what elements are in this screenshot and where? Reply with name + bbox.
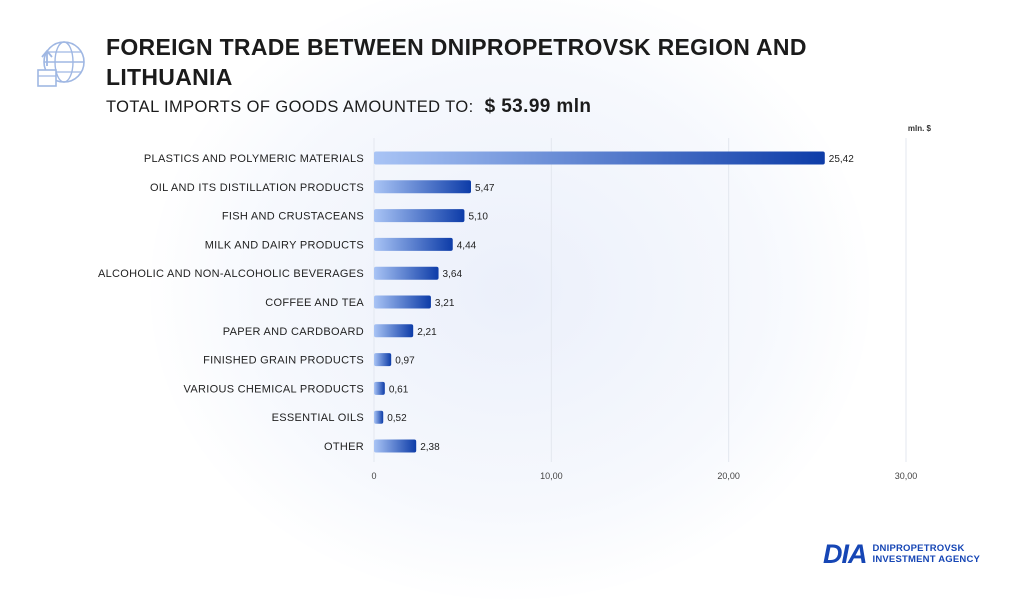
category-label: PAPER AND CARDBOARD bbox=[223, 326, 364, 338]
logo-text: DNIPROPETROVSK INVESTMENT AGENCY bbox=[873, 543, 981, 565]
category-label: ESSENTIAL OILS bbox=[272, 412, 364, 424]
bar bbox=[374, 237, 453, 251]
globe-box-arrow-icon bbox=[37, 41, 85, 87]
value-label: 2,38 bbox=[420, 442, 440, 453]
x-tick-label: 0 bbox=[371, 471, 376, 481]
bar bbox=[374, 295, 431, 309]
category-label: OIL AND ITS DISTILLATION PRODUCTS bbox=[150, 182, 364, 194]
bar bbox=[374, 324, 414, 338]
total-amount: $ 53.99 mln bbox=[484, 96, 592, 117]
logo-mark: DIA bbox=[823, 539, 867, 569]
value-label: 0,97 bbox=[395, 356, 415, 367]
value-label: 5,10 bbox=[468, 212, 488, 223]
value-label: 0,52 bbox=[387, 413, 407, 424]
category-label: PLASTICS AND POLYMERIC MATERIALS bbox=[144, 153, 364, 165]
bar bbox=[374, 209, 465, 223]
category-label: FISH AND CRUSTACEANS bbox=[222, 211, 364, 223]
logo-line-2: INVESTMENT AGENCY bbox=[872, 554, 981, 565]
value-label: 3,21 bbox=[435, 298, 455, 309]
page-title: FOREIGN TRADE BETWEEN DNIPROPETROVSK REG… bbox=[106, 34, 807, 90]
value-label: 3,64 bbox=[443, 269, 463, 280]
x-tick-label: 20,00 bbox=[717, 471, 740, 481]
value-label: 5,47 bbox=[475, 183, 495, 194]
category-label: OTHER bbox=[324, 441, 364, 453]
subtitle-prefix: TOTAL IMPORTS OF GOODS AMOUNTED TO: bbox=[106, 98, 474, 116]
category-label: ALCOHOLIC AND NON-ALCOHOLIC BEVERAGES bbox=[98, 268, 364, 280]
bar-chart: PLASTICS AND POLYMERIC MATERIALS 25,42 OIL… bbox=[98, 138, 918, 481]
unit-label: mln. $ bbox=[907, 124, 931, 133]
x-tick-label: 10,00 bbox=[540, 471, 563, 481]
category-label: MILK AND DAIRY PRODUCTS bbox=[205, 239, 364, 251]
value-label: 25,42 bbox=[829, 154, 854, 165]
subtitle: TOTAL IMPORTS OF GOODS AMOUNTED TO: $ 53… bbox=[106, 96, 591, 118]
dia-logo: DIA DNIPROPETROVSK INVESTMENT AGENCY bbox=[823, 540, 980, 568]
value-label: 2,21 bbox=[417, 327, 437, 338]
value-label: 0,61 bbox=[389, 384, 409, 395]
category-label: COFFEE AND TEA bbox=[265, 297, 364, 309]
bar bbox=[374, 381, 385, 395]
x-tick-label: 30,00 bbox=[895, 471, 918, 481]
bar bbox=[374, 180, 472, 194]
category-label: FINISHED GRAIN PRODUCTS bbox=[203, 355, 364, 367]
category-label: VARIOUS CHEMICAL PRODUCTS bbox=[184, 383, 364, 395]
bar bbox=[374, 266, 439, 280]
logo-line-1: DNIPROPETROVSK bbox=[872, 543, 965, 554]
bar bbox=[374, 151, 825, 165]
bar bbox=[374, 353, 392, 367]
value-label: 4,44 bbox=[457, 240, 477, 251]
bar bbox=[374, 439, 417, 453]
bar bbox=[374, 410, 384, 424]
